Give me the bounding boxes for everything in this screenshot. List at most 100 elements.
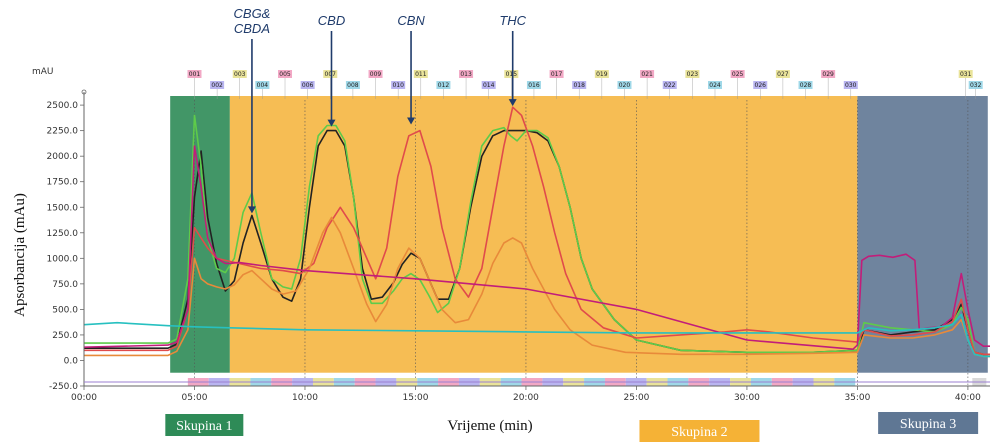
group-label-box [878,412,979,434]
fraction-box [753,81,768,89]
fraction-label: 011 [415,71,427,78]
fraction-box [459,70,474,78]
peak-annotations: CBG&CBDA CBD CBN THC [234,6,527,214]
axes [81,89,990,387]
peak-label: CBN [397,13,425,28]
group-label-box [639,420,760,442]
series-line-5 [83,145,990,350]
fraction-label: 016 [528,82,540,89]
region-1 [170,96,230,373]
y-tick-label: 750.0 [52,280,78,290]
fraction-box [210,81,225,89]
peak-label: THC [499,13,526,28]
fraction-label: 002 [211,82,223,89]
fraction-box [821,70,836,78]
y-unit-label: mAU [32,67,54,77]
group-labels: Skupina 1 Skupina 2 Skupina 3 [165,412,979,442]
y-tick-label: 1000.0 [47,254,79,264]
fraction-label: 031 [960,71,972,78]
fraction-label: 024 [709,82,721,89]
fraction-box [436,81,451,89]
series-line-6 [83,313,990,358]
fraction-label: 020 [619,82,631,89]
fraction-box [662,81,677,89]
y-tick-label: 250.0 [52,331,78,341]
fraction-label: 032 [970,82,982,89]
group-label: Skupina 2 [671,425,727,440]
fraction-box [278,70,293,78]
fraction-label: 026 [755,82,767,89]
peak-label: CBG& [234,6,271,21]
fraction-box [640,70,655,78]
x-tick-label: 35:00 [844,393,870,403]
x-tick-label: 40:00 [955,393,981,403]
fraction-label: 004 [257,82,269,89]
fraction-box [187,70,202,78]
fraction-label: 019 [596,71,608,78]
fraction-box [775,70,790,78]
fraction-box [958,70,973,78]
fraction-label: 023 [687,71,699,78]
fraction-box [572,81,587,89]
y-tick-label: 2500.0 [47,101,79,111]
series-line-4 [84,216,990,358]
fraction-box [232,70,247,78]
fraction-box [707,81,722,89]
peak-arrowhead [247,206,256,214]
fraction-label: 029 [822,71,834,78]
y-ticks: -250.0 0.0 250.0 500.0 750.0 1000.0 1250.0 1500… [47,101,84,392]
fraction-box [368,70,383,78]
fraction-box [526,81,541,89]
y-axis-end [81,89,87,95]
group-label: Skupina 3 [900,417,956,432]
peak-arrowhead [327,119,336,127]
x-tick-label: 20:00 [513,393,539,403]
fraction-box [594,70,609,78]
region-3 [857,96,988,373]
fraction-label: 010 [392,82,404,89]
x-tick-label: 30:00 [734,393,760,403]
fraction-box [968,81,983,89]
series-line-2 [84,114,990,356]
fraction-label: 003 [234,71,246,78]
fraction-box [549,70,564,78]
x-tick-label: 00:00 [71,393,97,403]
peak-arrowhead [407,117,416,125]
fraction-box [323,70,338,78]
peak-label: CBDA [234,21,270,36]
region-2 [229,96,858,373]
x-tick-label: 05:00 [182,393,208,403]
chart-series [83,106,990,358]
x-tick-label: 10:00 [292,393,318,403]
y-tick-label: 1500.0 [47,203,79,213]
y-tick-label: 1750.0 [47,178,79,188]
fraction-label: 022 [664,82,676,89]
x-tick-label: 15:00 [402,393,428,403]
y-tick-label: 500.0 [52,305,78,315]
fraction-regions [170,96,988,373]
fraction-box [798,81,813,89]
fraction-label: 013 [460,71,472,78]
fraction-labels: 001 002 003 004 005 006 007 008 009 010 011 012 013 0… [187,70,983,99]
fraction-label: 025 [732,71,744,78]
fraction-box [481,81,496,89]
x-ticks: 00:00 05:00 10:00 15:00 20:00 25:00 30:00 35:00… [71,386,981,403]
fraction-box [345,81,360,89]
group-label: Skupina 1 [176,419,232,434]
fraction-label: 028 [800,82,812,89]
fraction-label: 005 [279,71,291,78]
fraction-box [413,70,428,78]
fraction-label: 021 [641,71,653,78]
fraction-label: 017 [551,71,563,78]
fraction-box [730,70,745,78]
x-tick-label: 25:00 [623,393,649,403]
fraction-label: 009 [370,71,382,78]
fraction-box [300,81,315,89]
y-tick-label: -250.0 [49,382,78,392]
fraction-box [685,70,700,78]
fraction-label: 006 [302,82,314,89]
fraction-label: 027 [777,71,789,78]
peak-label: CBD [318,13,345,28]
group-label-box [165,414,244,436]
